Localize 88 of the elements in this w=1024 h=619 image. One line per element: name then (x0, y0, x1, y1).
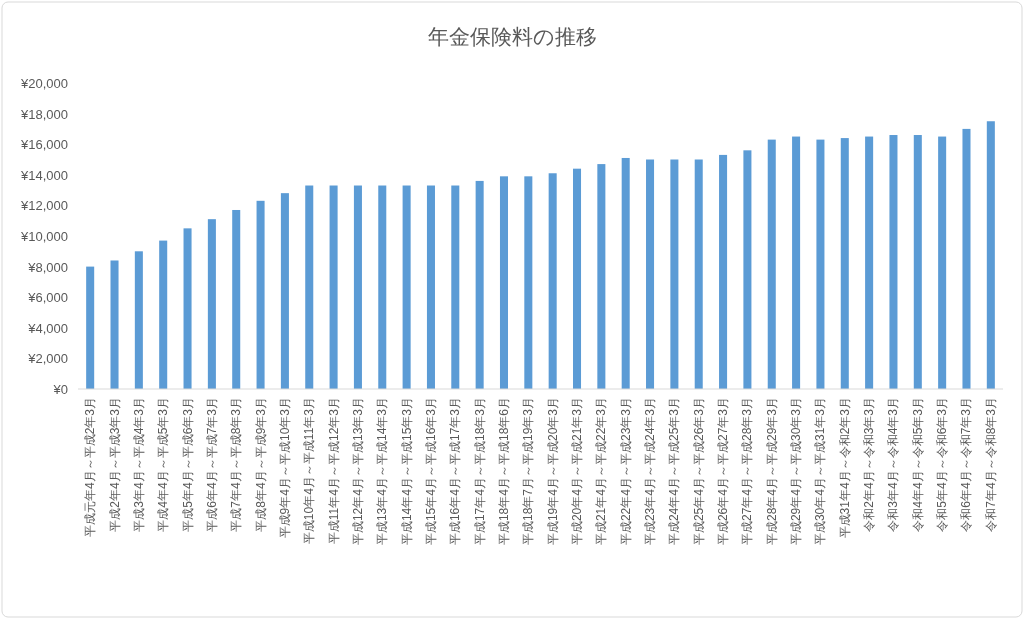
y-tick-label: ¥10,000 (20, 229, 68, 244)
x-tick-label: 平成18年7月～平成19年3月 (521, 397, 536, 546)
bar (646, 159, 655, 389)
x-tick-label: 令和5年4月～令和6年3月 (935, 397, 950, 532)
bar (426, 185, 435, 389)
x-tick-label: 平成15年4月～平成16年3月 (423, 397, 438, 546)
x-tick-label: 平成22年4月～平成23年3月 (618, 397, 633, 546)
x-tick-label: 平成18年4月～平成18年6月 (496, 397, 511, 546)
x-tick-label: 平成2年4月～平成3年3月 (107, 397, 122, 532)
bar (962, 128, 971, 389)
y-tick-label: ¥0 (52, 382, 68, 397)
bar (597, 164, 606, 389)
x-tick-label: 平成13年4月～平成14年3月 (375, 397, 390, 546)
bar (670, 159, 679, 389)
x-tick-label: 平成17年4月～平成18年3月 (472, 397, 487, 546)
bar (86, 266, 95, 389)
bar (305, 185, 314, 389)
bar (694, 159, 703, 389)
x-tick-label: 平成26年4月～平成27年3月 (716, 397, 731, 546)
x-tick-label: 平成14年4月～平成15年3月 (399, 397, 414, 546)
bar (816, 139, 825, 389)
x-tick-label: 令和6年4月～令和7年3月 (959, 397, 974, 532)
y-tick-label: ¥18,000 (20, 106, 68, 122)
x-tick-label: 平成8年4月～平成9年3月 (253, 397, 268, 532)
bar (499, 176, 508, 389)
bar (159, 240, 168, 389)
x-tick-label: 平成5年4月～平成6年3月 (180, 397, 195, 532)
x-tick-label: 平成12年4月～平成13年3月 (350, 397, 365, 546)
x-tick-label: 平成11年4月～平成12年3月 (326, 397, 341, 545)
x-tick-label: 平成7年4月～平成8年3月 (229, 397, 244, 532)
x-tick-label: 平成24年4月～平成25年3月 (667, 397, 682, 546)
bar (451, 185, 460, 389)
y-tick-label: ¥6,000 (27, 290, 68, 306)
bar (865, 136, 874, 389)
bar (353, 185, 362, 389)
bar (207, 219, 216, 389)
bar (402, 185, 411, 389)
bar (378, 185, 387, 389)
x-tick-label: 平成23年4月～平成24年3月 (643, 397, 658, 546)
bar (913, 135, 922, 389)
x-tick-label: 平成19年4月～平成20年3月 (545, 397, 560, 546)
bar (232, 209, 241, 389)
x-tick-label: 平成9年4月～平成10年3月 (277, 397, 292, 539)
bar (986, 121, 995, 389)
bar (134, 251, 143, 389)
bar (840, 138, 849, 389)
x-tick-label: 平成25年4月～平成26年3月 (691, 397, 706, 546)
x-tick-label: 平成27年4月～平成28年3月 (740, 397, 755, 546)
y-tick-label: ¥16,000 (20, 137, 68, 153)
x-tick-label: 平成30年4月～平成31年3月 (813, 397, 828, 546)
x-tick-label: 平成21年4月～平成22年3月 (594, 397, 609, 546)
x-tick-label: 平成29年4月～平成30年3月 (789, 397, 804, 546)
y-tick-label: ¥4,000 (27, 320, 68, 336)
x-tick-label: 平成6年4月～平成7年3月 (204, 397, 219, 532)
bar (719, 154, 728, 389)
bar (475, 180, 484, 389)
y-tick-label: ¥2,000 (27, 351, 68, 367)
x-tick-label: 令和7年4月～令和8年3月 (983, 397, 998, 532)
x-tick-label: 令和3年4月～令和4年3月 (886, 397, 901, 532)
bar (743, 150, 752, 389)
bar (548, 173, 557, 389)
y-tick-label: ¥20,000 (20, 76, 68, 91)
x-tick-label: 平成4年4月～平成5年3月 (156, 397, 171, 532)
x-tick-label: 平成元年4月～平成2年3月 (83, 397, 98, 538)
x-tick-label: 令和2年4月～令和3年3月 (862, 397, 877, 532)
bar (110, 260, 119, 389)
y-tick-label: ¥12,000 (20, 198, 68, 214)
bar (938, 136, 947, 389)
bar (329, 185, 338, 389)
bar (792, 136, 801, 389)
y-tick-label: ¥14,000 (20, 167, 68, 183)
bar (183, 228, 192, 389)
y-tick-label: ¥8,000 (27, 259, 68, 275)
x-tick-label: 平成10年4月～平成11年3月 (302, 397, 317, 545)
bar (767, 139, 776, 389)
x-tick-label: 平成28年4月～平成29年3月 (764, 397, 779, 546)
bar (256, 200, 265, 389)
bar (573, 168, 582, 389)
x-tick-label: 平成16年4月～平成17年3月 (448, 397, 463, 546)
x-tick-label: 平成20年4月～平成21年3月 (570, 397, 585, 546)
bar (621, 157, 630, 389)
x-tick-label: 平成3年4月～平成4年3月 (131, 397, 146, 532)
bar (280, 193, 289, 389)
x-tick-label: 令和4年4月～令和5年3月 (910, 397, 925, 532)
bar (889, 135, 898, 389)
chart-title: 年金保険料の推移 (427, 25, 597, 48)
x-tick-label: 平成31年4月～令和2年3月 (837, 397, 852, 539)
bar (524, 176, 533, 389)
